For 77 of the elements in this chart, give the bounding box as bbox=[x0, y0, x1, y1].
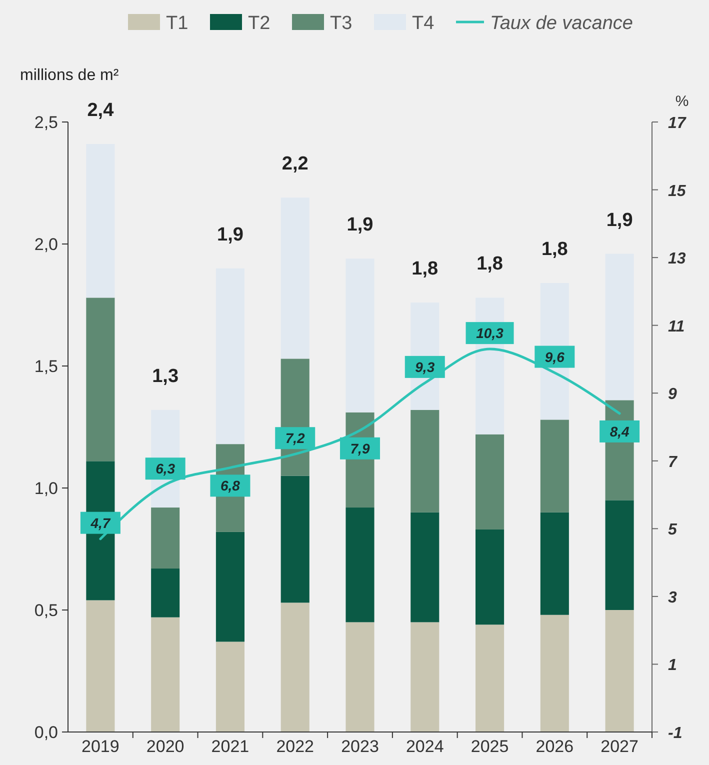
y2-tick-label: 17 bbox=[668, 115, 687, 132]
data-label: 9,6 bbox=[544, 348, 565, 365]
legend-label: T3 bbox=[330, 13, 352, 34]
bar bbox=[346, 508, 374, 622]
bar bbox=[346, 258, 374, 412]
total-label: 2,4 bbox=[87, 100, 114, 121]
bar bbox=[151, 508, 180, 569]
x-tick-label: 2021 bbox=[211, 737, 250, 756]
bar bbox=[86, 144, 115, 298]
y2-tick-label: 1 bbox=[668, 657, 677, 674]
y2-tick-label: 3 bbox=[668, 589, 677, 606]
y-tick-label: 1,0 bbox=[34, 479, 58, 498]
total-label: 1,8 bbox=[541, 239, 568, 260]
legend-label: T4 bbox=[412, 13, 435, 34]
data-label: 6,8 bbox=[220, 478, 240, 494]
bar bbox=[540, 512, 569, 615]
total-label: 1,9 bbox=[606, 210, 633, 231]
bar bbox=[476, 434, 504, 530]
total-label: 1,9 bbox=[217, 224, 244, 246]
data-label: 4,7 bbox=[90, 514, 112, 531]
y-tick-label: 1,5 bbox=[34, 357, 58, 376]
x-tick-label: 2023 bbox=[341, 737, 379, 756]
total-label: 1,9 bbox=[346, 214, 374, 236]
y2-tick-label: 7 bbox=[668, 454, 678, 471]
bar bbox=[476, 529, 504, 625]
x-tick-label: 2019 bbox=[82, 737, 120, 756]
bar bbox=[540, 614, 569, 732]
bar bbox=[216, 268, 244, 444]
y-tick-label: 2,0 bbox=[34, 235, 58, 254]
bar bbox=[605, 500, 634, 610]
y-axis-title: millions de m² bbox=[20, 67, 120, 84]
legend-label: T2 bbox=[248, 13, 270, 34]
data-label: 10,3 bbox=[476, 325, 504, 342]
total-label: 1,8 bbox=[412, 258, 438, 280]
bar bbox=[86, 600, 115, 732]
y2-tick-label: 13 bbox=[668, 250, 686, 268]
data-label: 6,3 bbox=[156, 460, 176, 477]
x-tick-label: 2024 bbox=[406, 737, 444, 756]
y2-tick-label: 9 bbox=[668, 386, 677, 404]
bar bbox=[605, 254, 634, 400]
x-tick-label: 2020 bbox=[146, 737, 184, 756]
legend-label: T1 bbox=[166, 13, 188, 34]
data-label: 7,9 bbox=[350, 440, 370, 456]
y2-axis-title: % bbox=[675, 93, 689, 110]
y2-tick-label: 15 bbox=[668, 182, 687, 200]
bar bbox=[410, 410, 440, 512]
legend-label: Taux de vacance bbox=[490, 13, 633, 34]
bar bbox=[216, 642, 244, 732]
bar bbox=[540, 420, 569, 512]
data-label: 7,2 bbox=[285, 430, 306, 446]
bar bbox=[476, 624, 504, 732]
y-tick-label: 0,5 bbox=[34, 601, 58, 620]
y-tick-label: 2,5 bbox=[34, 113, 58, 132]
x-tick-label: 2026 bbox=[536, 737, 574, 756]
y-tick-label: 0,0 bbox=[34, 723, 58, 742]
bar bbox=[151, 568, 180, 618]
bar bbox=[280, 476, 310, 603]
bar bbox=[280, 198, 310, 359]
y2-tick-label: -1 bbox=[668, 725, 682, 742]
bar bbox=[151, 617, 180, 732]
x-tick-label: 2022 bbox=[276, 737, 314, 756]
bar bbox=[410, 622, 440, 732]
bar bbox=[216, 532, 244, 642]
data-label: 9,3 bbox=[415, 358, 435, 375]
data-label: 8,4 bbox=[610, 423, 630, 440]
total-label: 1,3 bbox=[152, 366, 179, 387]
y2-tick-label: 11 bbox=[668, 318, 685, 336]
bar bbox=[280, 602, 310, 732]
bar bbox=[410, 512, 440, 622]
x-tick-label: 2025 bbox=[470, 737, 509, 756]
x-tick-label: 2027 bbox=[600, 737, 638, 756]
bar bbox=[605, 610, 634, 732]
total-label: 2,2 bbox=[282, 154, 308, 175]
bar bbox=[346, 622, 374, 732]
y2-tick-label: 5 bbox=[668, 522, 678, 539]
total-label: 1,8 bbox=[476, 254, 503, 275]
bar bbox=[86, 298, 115, 462]
